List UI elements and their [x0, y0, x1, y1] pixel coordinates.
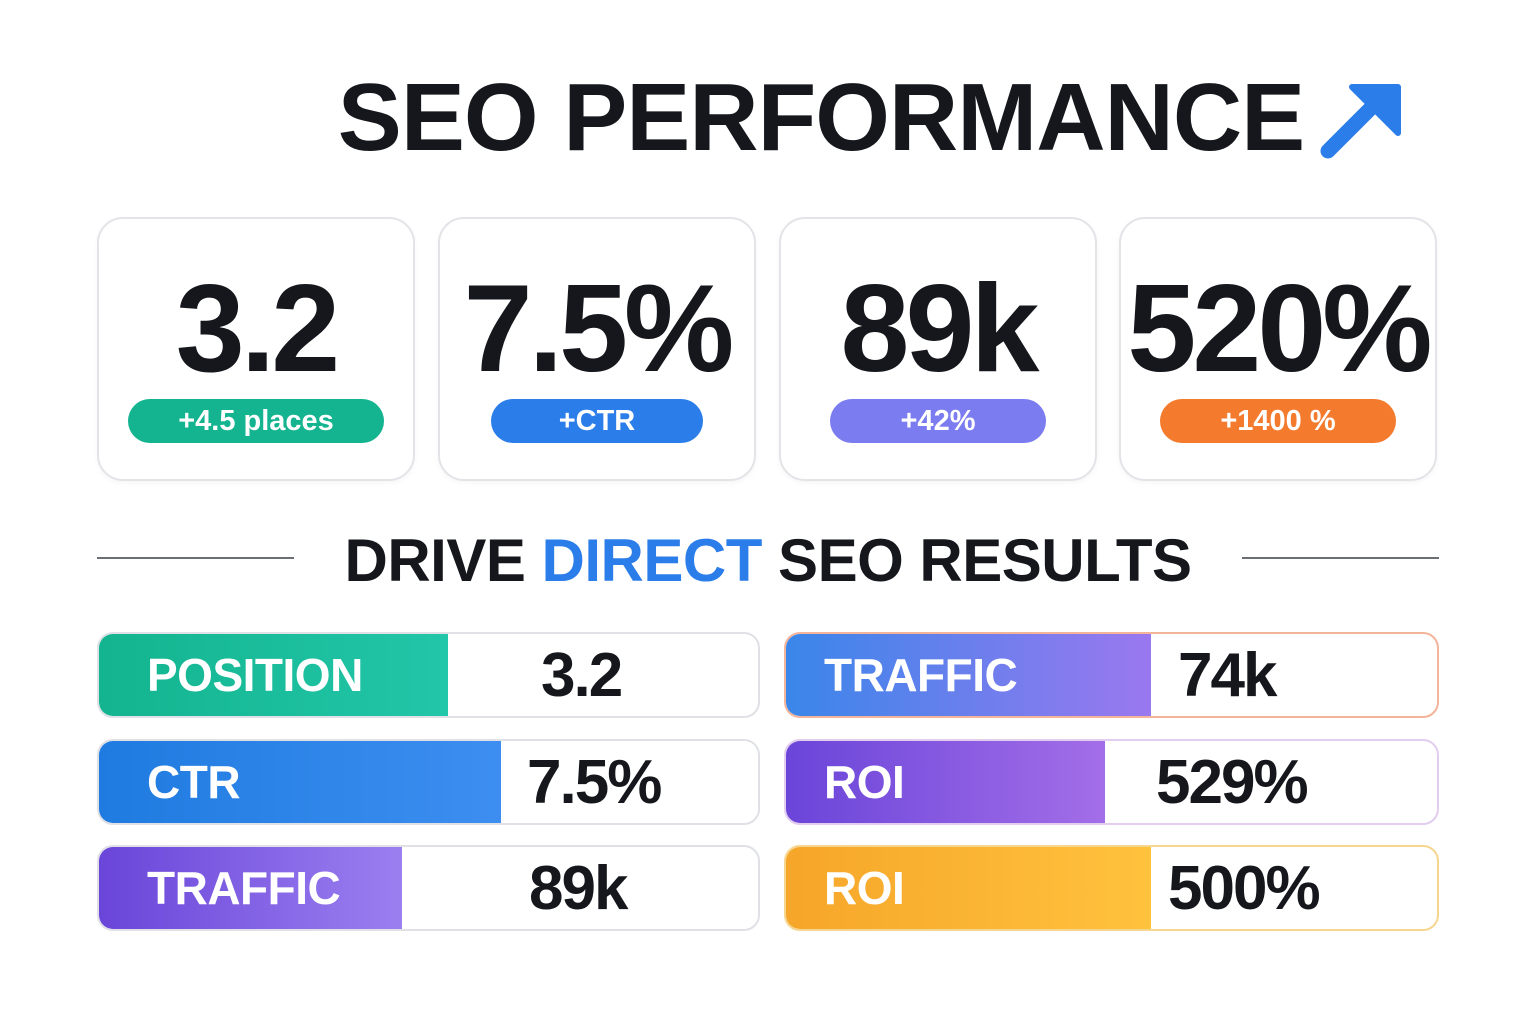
- metric-value: 89k: [529, 854, 628, 923]
- kpi-badge: +42%: [830, 399, 1046, 443]
- page-header: SEO PERFORMANCE: [0, 70, 1536, 166]
- kpi-card-ctr: 7.5% +CTR: [438, 217, 756, 481]
- section-title-pre: DRIVE: [344, 527, 542, 594]
- metric-bar-traffic: TRAFFIC 89k: [97, 845, 760, 931]
- kpi-card-roi: 520% +1400 %: [1119, 217, 1437, 481]
- section-title-post: SEO RESULTS: [761, 527, 1192, 594]
- section-heading: DRIVE DIRECT SEO RESULTS: [97, 525, 1439, 595]
- metric-label: CTR: [147, 756, 241, 808]
- kpi-badge: +4.5 places: [128, 399, 384, 443]
- metric-bar-traffic-2: TRAFFIC 74k: [784, 632, 1439, 718]
- kpi-badge: +1400 %: [1160, 399, 1396, 443]
- metric-label: POSITION: [147, 649, 363, 701]
- metric-label: TRAFFIC: [824, 649, 1018, 701]
- kpi-value: 520%: [1127, 260, 1432, 398]
- kpi-value: 7.5%: [463, 260, 735, 398]
- metric-bar-ctr: CTR 7.5%: [97, 739, 760, 825]
- metric-value: 74k: [1178, 641, 1277, 710]
- divider-right: [1242, 557, 1439, 559]
- metric-fill: [786, 741, 1105, 823]
- metric-bar-position: POSITION 3.2: [97, 632, 760, 718]
- metric-value: 529%: [1156, 748, 1309, 817]
- metric-bar-roi-2: ROI 500%: [784, 845, 1439, 931]
- metric-fill: [99, 847, 403, 929]
- page-title: SEO PERFORMANCE: [337, 64, 1305, 171]
- kpi-value: 89k: [840, 260, 1040, 398]
- metric-value: 500%: [1168, 854, 1321, 923]
- trend-up-arrow-icon: [1320, 84, 1402, 159]
- metric-value: 7.5%: [527, 748, 662, 817]
- kpi-card-position: 3.2 +4.5 places: [97, 217, 415, 481]
- metric-value: 3.2: [541, 641, 623, 710]
- metric-label: ROI: [824, 756, 905, 808]
- metric-fill: [99, 634, 449, 716]
- metric-fill: [786, 634, 1151, 716]
- kpi-badge: +CTR: [491, 399, 703, 443]
- metric-label: ROI: [824, 862, 905, 914]
- kpi-value: 3.2: [175, 260, 340, 398]
- metric-bar-roi: ROI 529%: [784, 739, 1439, 825]
- kpi-cards: 3.2 +4.5 places 7.5% +CTR 89k +42% 520% …: [97, 217, 1439, 483]
- section-title-accent: DIRECT: [541, 527, 763, 594]
- metric-fill: [786, 847, 1151, 929]
- section-title: DRIVE DIRECT SEO RESULTS: [97, 531, 1439, 591]
- metric-label: TRAFFIC: [147, 862, 341, 914]
- kpi-card-traffic: 89k +42%: [779, 217, 1097, 481]
- metric-fill: [99, 741, 501, 823]
- divider-left: [97, 557, 294, 559]
